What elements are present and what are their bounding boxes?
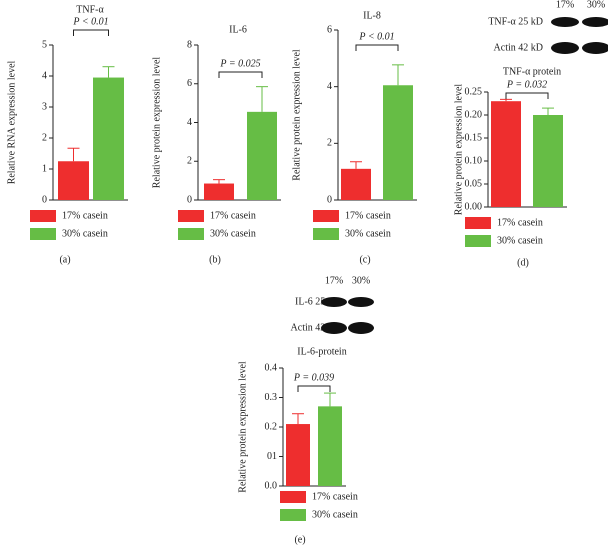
y-tick-label: 3 [42,101,47,112]
bar [491,101,521,207]
y-tick-label: 4 [187,117,192,128]
legend-label: 30% casein [345,228,391,239]
y-tick-label: 0.2 [265,421,278,432]
blot-row-label: Actin 42 kD [291,322,340,333]
legend-swatch [30,228,56,240]
bar [318,406,342,486]
chart-title: TNF-α [76,4,104,15]
y-tick-label: 0 [327,194,332,205]
bar [286,424,310,486]
chart-title: IL-6-protein [297,346,346,357]
y-tick-label: 0.05 [465,178,483,189]
legend-swatch [465,235,491,247]
chart-title: IL-6 [229,24,247,35]
blot-band [321,297,347,307]
annotation: P = 0.032 [506,79,547,90]
y-tick-label: 0 [187,194,192,205]
legend-swatch [178,228,204,240]
panel-label: (c) [359,254,370,265]
significance-bracket [73,29,109,36]
blot-band [348,297,374,307]
y-tick-label: 01 [267,451,277,462]
y-tick-label: 4 [42,70,47,81]
blot-row-label: IL-6 25 kD [295,296,340,307]
y-tick-label: 0.10 [465,155,483,166]
y-tick-label: 0.15 [465,132,483,143]
bar [204,183,234,200]
blot-band [551,17,579,27]
legend-swatch [465,217,491,229]
legend-label: 17% casein [497,217,543,228]
blot-row-label: Actin 42 kD [494,42,543,53]
significance-bracket [297,385,331,392]
y-tick-label: 2 [187,156,192,167]
legend-label: 17% casein [345,210,391,221]
legend-swatch [280,509,306,521]
y-tick-label: 8 [187,39,192,50]
blot-band [551,42,579,54]
legend-label: 17% casein [312,491,358,502]
y-axis-label: Relative protein expression level [237,361,248,493]
y-tick-label: 6 [187,78,192,89]
chart-title: TNF-α protein [503,66,561,77]
blot-row-label: TNF-α 25 kD [488,16,543,27]
panel-label: (b) [209,254,221,265]
blot-band [321,322,347,334]
y-axis-label: Relative protein expression level [291,49,302,181]
significance-bracket [505,92,549,99]
blot-band [348,322,374,334]
annotation: P < 0.01 [358,31,394,42]
annotation: P < 0.01 [72,16,108,27]
y-axis-label: Relative protein expression level [151,57,162,189]
significance-bracket [218,71,263,78]
blot-column-label: 17% [556,0,574,10]
bar [341,168,371,200]
blot-band [582,17,608,27]
y-axis-label: Relative protein expression level [453,84,464,216]
bar [93,77,124,200]
annotation: P = 0.039 [293,372,334,383]
chart-title: IL-8 [363,10,381,21]
y-tick-label: 4 [327,81,332,92]
legend-label: 30% casein [312,509,358,520]
y-tick-label: 2 [42,132,47,143]
y-tick-label: 0.0 [265,480,278,491]
legend-swatch [313,210,339,222]
legend-label: 17% casein [210,210,256,221]
y-tick-label: 0.20 [465,109,483,120]
legend-label: 17% casein [62,210,108,221]
bar [383,85,413,200]
blot-band [582,42,608,54]
y-axis-label: Relative RNA expression level [6,60,17,184]
legend-swatch [280,491,306,503]
bar [247,111,277,200]
blot-column-label: 30% [587,0,605,10]
y-tick-label: 5 [42,39,47,50]
y-tick-label: 0.3 [265,392,278,403]
panel-label: (e) [294,534,305,545]
y-tick-label: 1 [42,163,47,174]
panel-label: (d) [517,257,529,268]
legend-swatch [178,210,204,222]
panel-label: (a) [59,254,70,265]
bar [58,161,89,200]
annotation: P = 0.025 [219,58,260,69]
y-tick-label: 0.00 [465,201,483,212]
y-tick-label: 0.25 [465,86,483,97]
legend-swatch [313,228,339,240]
y-tick-label: 0.4 [265,362,278,373]
legend-label: 30% casein [62,228,108,239]
y-tick-label: 0 [42,194,47,205]
blot-column-label: 17% [325,275,343,286]
legend-label: 30% casein [210,228,256,239]
bar [533,115,563,207]
blot-column-label: 30% [352,275,370,286]
legend-swatch [30,210,56,222]
y-tick-label: 2 [327,138,332,149]
legend-label: 30% casein [497,235,543,246]
y-tick-label: 6 [327,24,332,35]
significance-bracket [355,44,399,51]
